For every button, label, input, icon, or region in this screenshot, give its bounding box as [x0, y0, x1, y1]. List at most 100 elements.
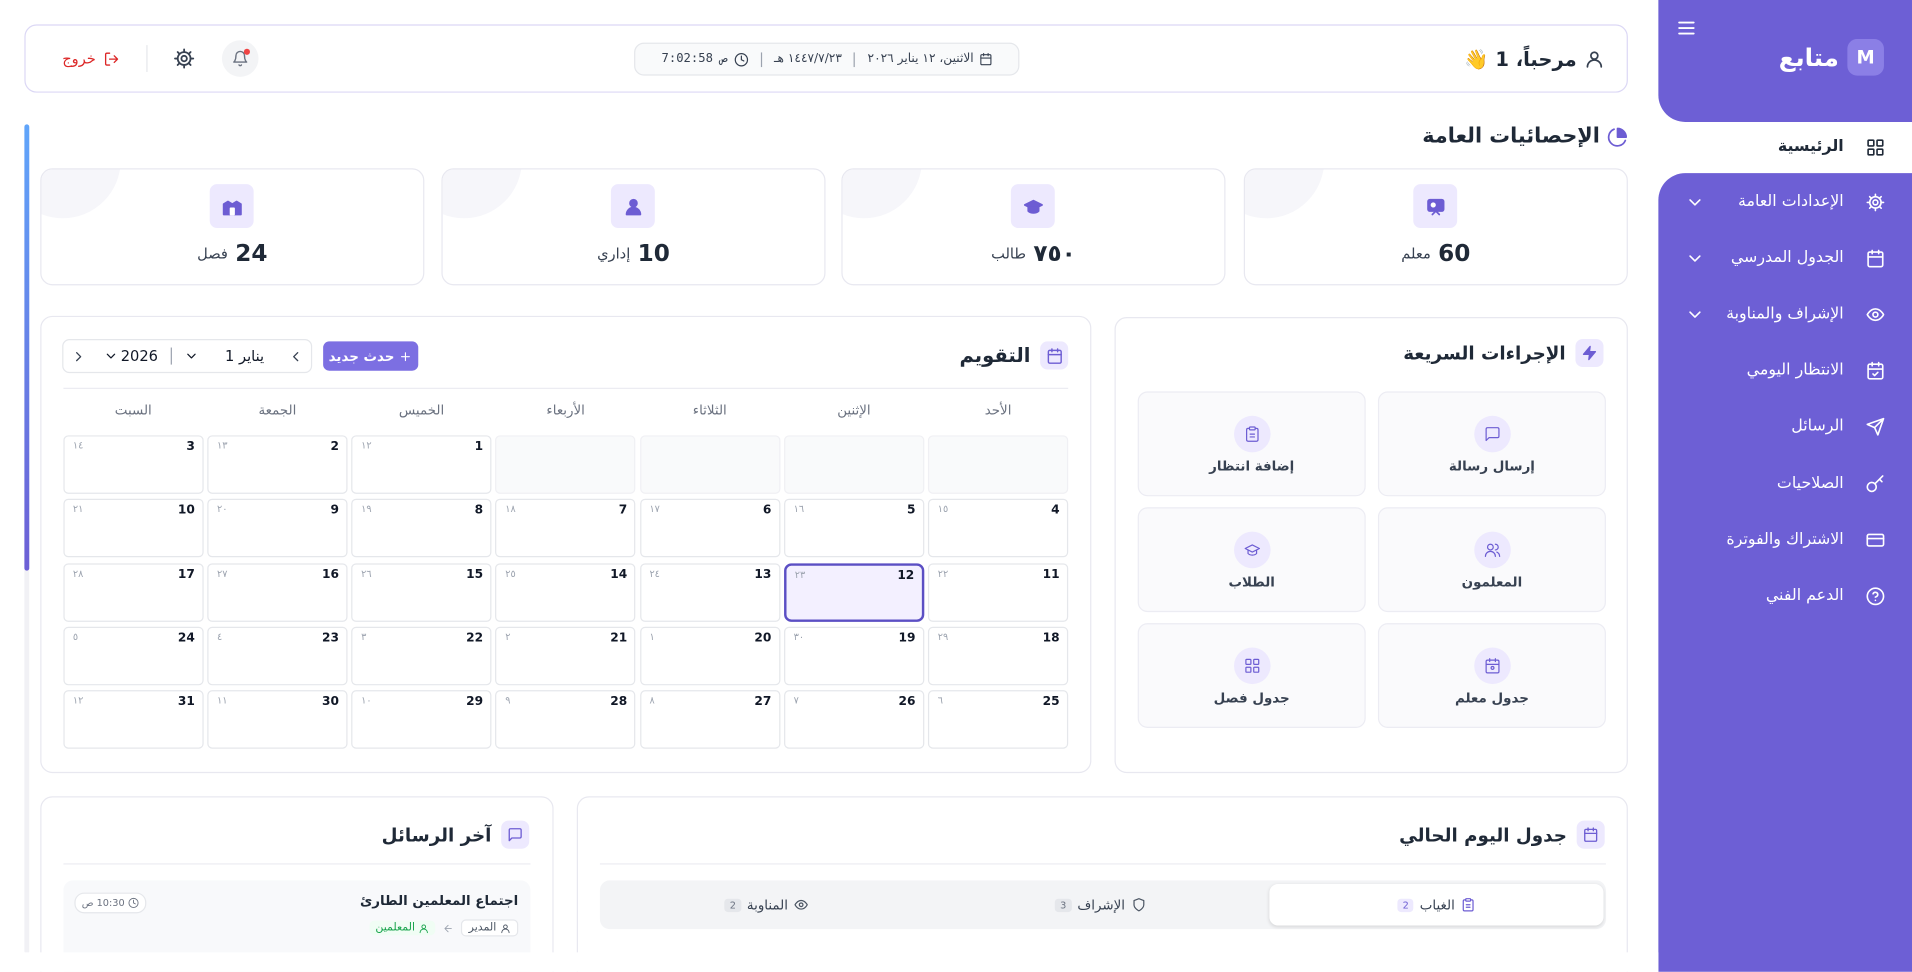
- tab[interactable]: الإشراف 3: [934, 880, 1268, 929]
- day-cell[interactable]: 15 ٢٦: [351, 562, 492, 622]
- menu-item[interactable]: الاشتراك والفوترة: [1658, 525, 1912, 554]
- day-cell[interactable]: 22 ٣: [351, 626, 492, 686]
- day-cell[interactable]: 17 ٢٨: [63, 562, 204, 622]
- day-cell[interactable]: 3 ١٤: [63, 435, 204, 494]
- icon: [1866, 474, 1884, 492]
- settings[interactable]: [173, 48, 195, 70]
- quick-action[interactable]: إرسال رسالة: [1377, 391, 1606, 497]
- day-cell[interactable]: 30 ١١: [207, 690, 348, 749]
- day-cell[interactable]: 9 ٢٠: [207, 499, 348, 558]
- quick-action[interactable]: الطلاب: [1137, 507, 1366, 613]
- year-select[interactable]: 2026: [104, 348, 158, 365]
- menu-toggle[interactable]: [1675, 17, 1697, 39]
- icon: [1485, 658, 1500, 674]
- quick-action[interactable]: جدول فصل: [1137, 623, 1366, 728]
- day-cell[interactable]: 31 ١٢: [63, 690, 204, 749]
- title-icon: [501, 820, 530, 849]
- day-cell[interactable]: 18 ٢٩: [927, 626, 1069, 686]
- day-cell[interactable]: 1 ١٢: [351, 435, 492, 494]
- hijri-day: ٣٠: [793, 631, 805, 643]
- day-cell[interactable]: 10 ٢١: [63, 499, 204, 558]
- logout-text: خروج: [62, 49, 96, 68]
- day-cell[interactable]: 25 ٦: [927, 690, 1069, 749]
- day-cell[interactable]: 29 ١٠: [351, 690, 492, 749]
- tab-count: 2: [1397, 898, 1414, 912]
- hijri-day: ٢٨: [72, 567, 84, 579]
- menu-icon: [1866, 586, 1886, 606]
- day-cell[interactable]: 27 ٨: [639, 690, 780, 749]
- quick-action[interactable]: إضافة انتظار: [1137, 391, 1366, 497]
- icon: [1678, 21, 1695, 35]
- stat-icon: [209, 184, 254, 229]
- action-label: المعلمون: [1461, 574, 1523, 591]
- day-cell[interactable]: 4 ١٥: [927, 499, 1069, 558]
- day-cell[interactable]: 7 ١٨: [495, 499, 636, 558]
- stat-card: 24 فصل: [40, 168, 425, 286]
- tab[interactable]: المناوبة 2: [600, 880, 934, 929]
- day-number: 23: [322, 631, 339, 645]
- day-cell[interactable]: 2 ١٣: [207, 435, 348, 494]
- day-cell[interactable]: 16 ٢٧: [207, 562, 348, 622]
- menu-item[interactable]: الرئيسية: [1658, 133, 1912, 162]
- divider: [63, 863, 531, 865]
- day-cell[interactable]: 24 ٥: [63, 626, 204, 686]
- month-select[interactable]: يناير 1: [184, 348, 264, 365]
- hijri-day: ٩: [505, 695, 511, 707]
- year: 2026: [120, 347, 158, 365]
- action-label: إرسال رسالة: [1448, 458, 1535, 475]
- hijri-day: ١٦: [793, 503, 805, 515]
- hijri-day: ١٨: [505, 503, 516, 515]
- icon: [1689, 255, 1701, 262]
- day-cell[interactable]: 14 ٢٥: [495, 562, 636, 622]
- icon: [420, 923, 429, 933]
- next-month[interactable]: [71, 348, 87, 364]
- tab-count: 3: [1055, 898, 1072, 912]
- day-cell-selected[interactable]: 12 ٢٣: [783, 562, 925, 622]
- day-cell[interactable]: 26 ٧: [783, 690, 925, 749]
- weekday: الجمعة: [258, 402, 297, 419]
- menu-item[interactable]: الإشراف والمناوبة: [1658, 300, 1912, 329]
- date-text: الاثنين، ١٢ يناير ٢٠٢٦: [867, 52, 974, 66]
- day-number: 31: [177, 695, 195, 709]
- message-subject: اجتماع المعلمين الطارئ: [360, 892, 519, 909]
- weekday: السبت: [114, 402, 152, 419]
- day-cell[interactable]: 21 ٢: [495, 626, 636, 686]
- day-cell[interactable]: 20 ١: [639, 626, 780, 686]
- menu-item[interactable]: الرسائل: [1658, 413, 1912, 442]
- day-cell[interactable]: 11 ٢٢: [927, 562, 1069, 622]
- day-cell[interactable]: 19 ٣٠: [783, 626, 925, 686]
- menu-item[interactable]: الإعدادات العامة: [1658, 188, 1912, 217]
- day-cell[interactable]: 8 ١٩: [351, 499, 492, 558]
- empty-day: [927, 435, 1069, 494]
- quick-action[interactable]: جدول معلم: [1377, 623, 1606, 728]
- action-icon: [1474, 647, 1511, 685]
- notification-dot: [243, 48, 250, 55]
- day-cell[interactable]: 13 ٢٤: [639, 562, 780, 622]
- day-cell[interactable]: 5 ١٦: [783, 499, 925, 558]
- day-cell[interactable]: 23 ٤: [207, 626, 348, 686]
- menu-item[interactable]: الانتظار اليومي: [1658, 356, 1912, 385]
- action-label: الطلاب: [1228, 574, 1275, 591]
- hijri-day: ٦: [937, 695, 943, 707]
- hijri-text: ١٤٤٧/٧/٢٣ هـ: [773, 52, 842, 66]
- menu-item[interactable]: الصلاحيات: [1658, 469, 1912, 498]
- icon: [1867, 139, 1884, 156]
- quick-action[interactable]: المعلمون: [1377, 507, 1606, 613]
- hijri-day: ٢٧: [217, 567, 228, 579]
- stat-label: معلم: [1401, 245, 1431, 263]
- prev-month[interactable]: [288, 348, 304, 364]
- day-number: 12: [897, 568, 915, 583]
- tab-active[interactable]: الغياب 2: [1269, 884, 1604, 926]
- weekday: الثلاثاء: [692, 402, 727, 419]
- menu-item[interactable]: الجدول المدرسي: [1658, 244, 1912, 273]
- hijri-day: ٢٤: [649, 567, 660, 579]
- day-cell[interactable]: 28 ٩: [495, 690, 636, 749]
- menu-item[interactable]: الدعم الفني: [1658, 581, 1912, 610]
- logout[interactable]: خروج: [62, 26, 119, 92]
- menu-label: الإعدادات العامة: [1737, 192, 1844, 211]
- datetime-pill: الاثنين، ١٢ يناير ٢٠٢٦ ١٤٤٧/٧/٢٣ هـ 7:02…: [634, 42, 1020, 76]
- notifications[interactable]: [221, 40, 259, 77]
- day-cell[interactable]: 6 ١٧: [639, 499, 780, 558]
- new-event-button[interactable]: حدث جديد: [323, 341, 419, 371]
